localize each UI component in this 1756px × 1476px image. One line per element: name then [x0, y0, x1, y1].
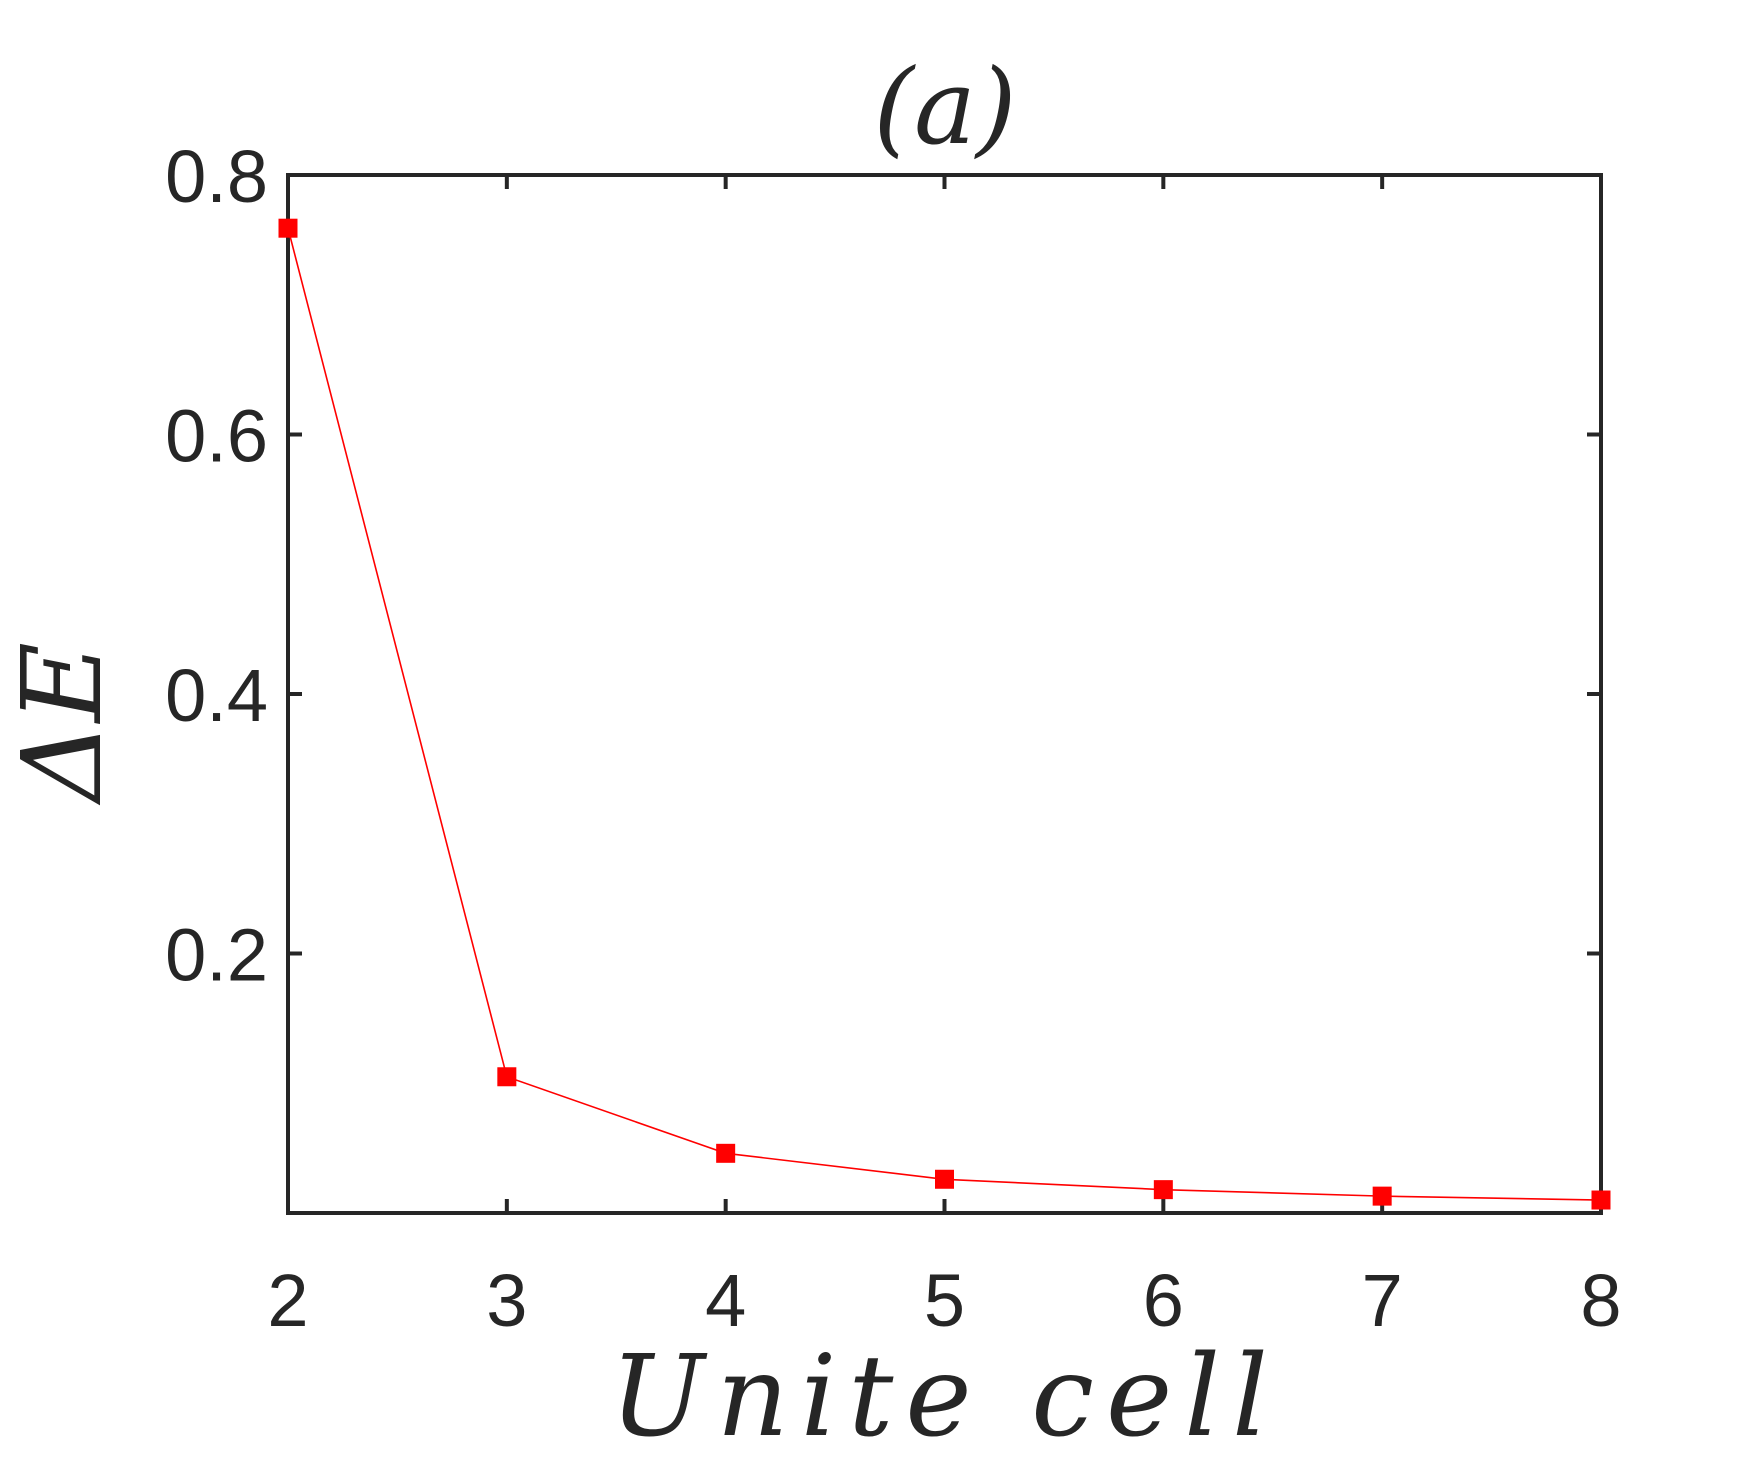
- x-axis-label: Unite cell: [610, 1332, 1280, 1462]
- data-point-marker: [497, 1067, 517, 1087]
- y-tick-label: 0.8: [165, 135, 268, 218]
- data-point-marker: [716, 1143, 736, 1163]
- data-point-marker: [1591, 1190, 1611, 1210]
- y-tick-label: 0.4: [165, 654, 268, 737]
- y-axis-label: ΔE: [0, 642, 126, 806]
- data-point-marker: [278, 218, 298, 238]
- x-tick-label: 8: [1580, 1259, 1621, 1342]
- plot-area-frame: [286, 173, 1603, 1215]
- series-line: [287, 227, 1602, 1201]
- data-point-marker: [935, 1169, 954, 1189]
- x-tick-label: 3: [486, 1259, 527, 1342]
- y-tick-label: 0.2: [165, 914, 268, 997]
- x-tick-label: 5: [924, 1259, 965, 1342]
- chart-title: (a): [873, 46, 1016, 168]
- y-tick-label: 0.6: [165, 395, 268, 478]
- x-tick-label: 6: [1143, 1259, 1184, 1342]
- x-tick-label: 2: [267, 1259, 308, 1342]
- data-point-marker: [1372, 1186, 1392, 1206]
- x-tick-label: 7: [1362, 1259, 1403, 1342]
- data-point-marker: [1153, 1180, 1173, 1200]
- plot-layer: 2 3 4 5 6 7 8 0.2 0.4 0.6 0.8: [165, 135, 1621, 1342]
- x-tick-label: 4: [705, 1259, 746, 1342]
